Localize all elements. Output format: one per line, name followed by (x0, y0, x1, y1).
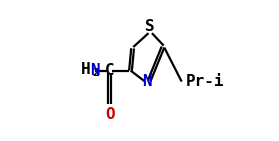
Text: N: N (90, 63, 100, 78)
Text: C: C (105, 63, 115, 78)
Text: N: N (142, 74, 152, 89)
Text: H: H (81, 62, 90, 77)
Text: 2: 2 (93, 68, 99, 78)
Text: Pr-i: Pr-i (186, 74, 224, 89)
Text: S: S (145, 19, 155, 34)
Text: O: O (105, 107, 115, 122)
